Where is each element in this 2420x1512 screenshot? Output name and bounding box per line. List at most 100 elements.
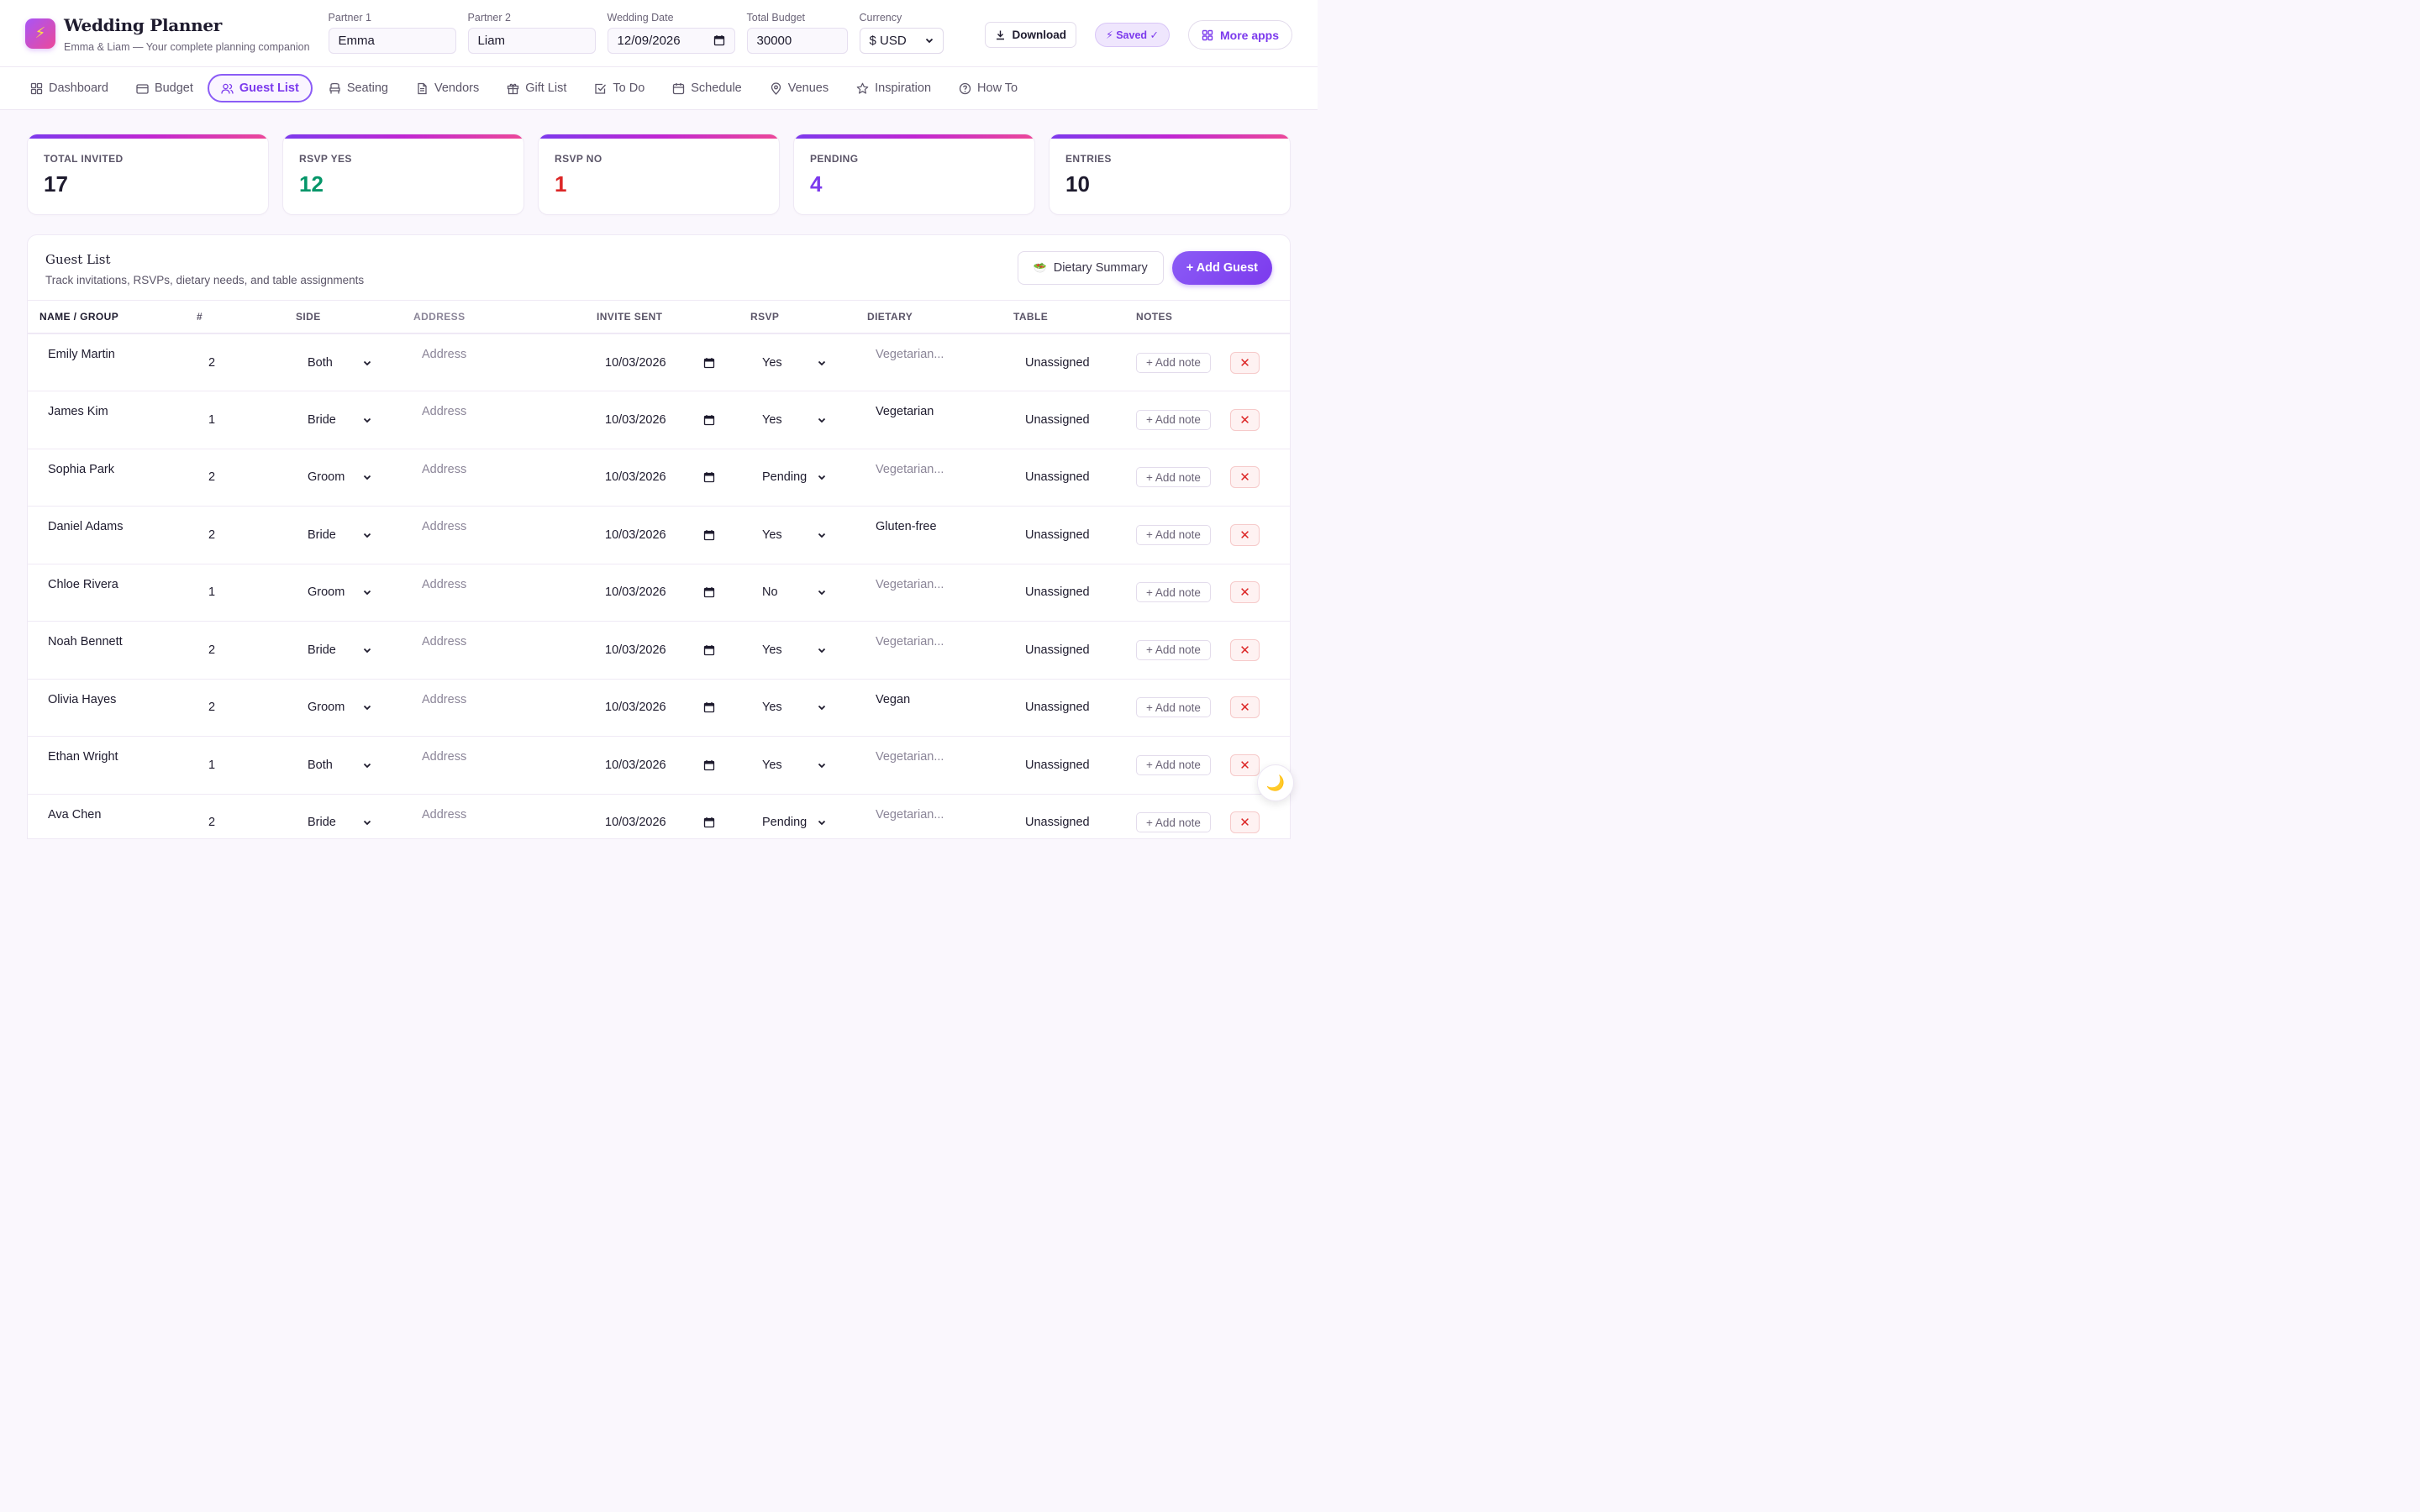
add-note-button[interactable]: + Add note	[1136, 524, 1211, 545]
calendar-icon[interactable]	[713, 34, 725, 46]
guest-name-input[interactable]: Noah Bennett	[28, 621, 197, 680]
add-note-button[interactable]: + Add note	[1136, 582, 1211, 603]
calendar-icon[interactable]	[703, 586, 715, 598]
wedding-date-input[interactable]: 12/09/2026	[607, 27, 735, 54]
tab-how-to[interactable]: How To	[959, 74, 1031, 102]
guest-count-input[interactable]: 1	[197, 391, 296, 449]
address-input[interactable]: Address	[413, 333, 597, 391]
dietary-input[interactable]: Vegetarian...	[867, 564, 1013, 622]
col-notes[interactable]: NOTES	[1136, 301, 1230, 334]
rsvp-select[interactable]: Yes	[750, 333, 867, 391]
invite-sent-date[interactable]: 10/03/2026	[597, 679, 750, 737]
calendar-icon[interactable]	[703, 759, 715, 771]
guest-name-input[interactable]: Daniel Adams	[28, 506, 197, 564]
rsvp-select[interactable]: Yes	[750, 679, 867, 737]
guest-name-input[interactable]: Ava Chen	[28, 794, 197, 838]
total-budget-input[interactable]: 30000	[746, 27, 848, 54]
delete-guest-button[interactable]: ✕	[1230, 811, 1260, 834]
delete-guest-button[interactable]: ✕	[1230, 581, 1260, 604]
guest-name-input[interactable]: James Kim	[28, 391, 197, 449]
side-select[interactable]: Groom	[296, 564, 413, 622]
guest-count-input[interactable]: 2	[197, 621, 296, 680]
address-input[interactable]: Address	[413, 621, 597, 680]
side-select[interactable]: Groom	[296, 449, 413, 507]
delete-guest-button[interactable]: ✕	[1230, 351, 1260, 374]
delete-guest-button[interactable]: ✕	[1230, 466, 1260, 489]
guest-name-input[interactable]: Ethan Wright	[28, 736, 197, 795]
delete-guest-button[interactable]: ✕	[1230, 696, 1260, 719]
col-name[interactable]: NAME / GROUP	[28, 301, 197, 334]
tab-vendors[interactable]: Vendors	[416, 74, 492, 102]
address-input[interactable]: Address	[413, 506, 597, 564]
col-side[interactable]: SIDE	[296, 301, 413, 334]
tab-seating[interactable]: Seating	[329, 74, 402, 102]
download-button[interactable]: Download	[985, 22, 1076, 48]
currency-select[interactable]: $ USD	[859, 27, 944, 54]
rsvp-select[interactable]: Yes	[750, 736, 867, 795]
calendar-icon[interactable]	[703, 816, 715, 828]
more-apps-button[interactable]: More apps	[1187, 20, 1292, 50]
side-select[interactable]: Both	[296, 736, 413, 795]
address-input[interactable]: Address	[413, 794, 597, 838]
side-select[interactable]: Bride	[296, 621, 413, 680]
guest-name-input[interactable]: Chloe Rivera	[28, 564, 197, 622]
guest-count-input[interactable]: 2	[197, 449, 296, 507]
guest-count-input[interactable]: 2	[197, 679, 296, 737]
add-note-button[interactable]: + Add note	[1136, 754, 1211, 775]
rsvp-select[interactable]: Yes	[750, 506, 867, 564]
dietary-input[interactable]: Vegetarian...	[867, 794, 1013, 838]
tab-gift-list[interactable]: Gift List	[507, 74, 580, 102]
rsvp-select[interactable]: Pending	[750, 794, 867, 838]
invite-sent-date[interactable]: 10/03/2026	[597, 736, 750, 795]
col-dietary[interactable]: DIETARY	[867, 301, 1013, 334]
delete-guest-button[interactable]: ✕	[1230, 408, 1260, 431]
rsvp-select[interactable]: No	[750, 564, 867, 622]
partner2-input[interactable]: Liam	[467, 27, 596, 54]
table-select[interactable]: Unassigned	[1013, 333, 1136, 391]
dietary-input[interactable]: Vegetarian...	[867, 333, 1013, 391]
guest-count-input[interactable]: 1	[197, 564, 296, 622]
table-select[interactable]: Unassigned	[1013, 449, 1136, 507]
dietary-input[interactable]: Vegetarian...	[867, 449, 1013, 507]
calendar-icon[interactable]	[703, 529, 715, 541]
add-note-button[interactable]: + Add note	[1136, 697, 1211, 718]
table-select[interactable]: Unassigned	[1013, 794, 1136, 838]
dietary-summary-button[interactable]: 🥗 Dietary Summary	[1017, 251, 1164, 285]
guest-count-input[interactable]: 1	[197, 736, 296, 795]
calendar-icon[interactable]	[703, 357, 715, 369]
rsvp-select[interactable]: Yes	[750, 621, 867, 680]
dietary-input[interactable]: Vegan	[867, 679, 1013, 737]
guest-name-input[interactable]: Sophia Park	[28, 449, 197, 507]
invite-sent-date[interactable]: 10/03/2026	[597, 506, 750, 564]
side-select[interactable]: Bride	[296, 794, 413, 838]
col-invite-sent[interactable]: INVITE SENT	[597, 301, 750, 334]
add-note-button[interactable]: + Add note	[1136, 812, 1211, 833]
invite-sent-date[interactable]: 10/03/2026	[597, 794, 750, 838]
tab-to-do[interactable]: To Do	[594, 74, 658, 102]
guest-count-input[interactable]: 2	[197, 333, 296, 391]
guest-count-input[interactable]: 2	[197, 506, 296, 564]
table-select[interactable]: Unassigned	[1013, 564, 1136, 622]
tab-inspiration[interactable]: Inspiration	[856, 74, 944, 102]
invite-sent-date[interactable]: 10/03/2026	[597, 621, 750, 680]
moon-icon[interactable]: 🌙	[1257, 764, 1294, 801]
add-note-button[interactable]: + Add note	[1136, 409, 1211, 430]
add-note-button[interactable]: + Add note	[1136, 639, 1211, 660]
tab-venues[interactable]: Venues	[770, 74, 842, 102]
tab-dashboard[interactable]: Dashboard	[30, 74, 122, 102]
calendar-icon[interactable]	[703, 414, 715, 426]
add-note-button[interactable]: + Add note	[1136, 467, 1211, 488]
rsvp-select[interactable]: Pending	[750, 449, 867, 507]
table-select[interactable]: Unassigned	[1013, 736, 1136, 795]
table-select[interactable]: Unassigned	[1013, 621, 1136, 680]
col-address[interactable]: ADDRESS	[413, 301, 597, 334]
address-input[interactable]: Address	[413, 736, 597, 795]
partner1-input[interactable]: Emma	[328, 27, 456, 54]
invite-sent-date[interactable]: 10/03/2026	[597, 391, 750, 449]
delete-guest-button[interactable]: ✕	[1230, 523, 1260, 546]
guest-name-input[interactable]: Olivia Hayes	[28, 679, 197, 737]
add-note-button[interactable]: + Add note	[1136, 352, 1211, 373]
invite-sent-date[interactable]: 10/03/2026	[597, 564, 750, 622]
side-select[interactable]: Bride	[296, 391, 413, 449]
guest-name-input[interactable]: Emily Martin	[28, 333, 197, 391]
